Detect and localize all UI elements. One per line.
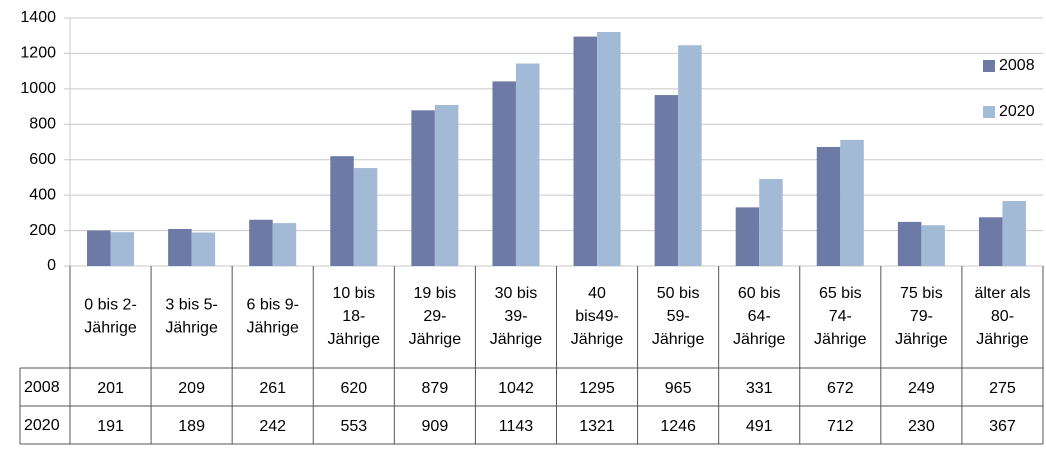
legend-swatch xyxy=(983,60,995,72)
bar xyxy=(191,232,216,266)
x-tick-label: 50 bis 59-Jährige xyxy=(652,285,705,348)
table-cell: 209 xyxy=(178,380,205,397)
table-cell: 712 xyxy=(827,418,854,435)
table-cell: 242 xyxy=(259,418,286,435)
y-tick-label: 1000 xyxy=(20,80,56,97)
bar xyxy=(678,45,702,266)
bar xyxy=(897,221,922,266)
bar xyxy=(249,219,273,266)
x-tick-label: 40 bis49-Jährige xyxy=(571,285,624,348)
table-cell: 1143 xyxy=(499,418,534,435)
bar xyxy=(515,63,540,267)
table-row-label: 2020 xyxy=(24,417,60,434)
x-tick-label: 3 bis 5-Jährige xyxy=(165,297,218,337)
table-cell: 331 xyxy=(746,380,773,397)
x-tick-label: 0 bis 2-Jährige xyxy=(84,297,137,337)
y-tick-label: 600 xyxy=(29,151,56,168)
table-cell: 201 xyxy=(97,380,124,397)
table-cell: 1042 xyxy=(498,380,534,397)
table-cell: 879 xyxy=(422,380,449,397)
y-tick-label: 400 xyxy=(29,186,56,203)
bar xyxy=(330,156,354,266)
y-tick-label: 1200 xyxy=(20,45,56,62)
table-cell: 909 xyxy=(422,418,449,435)
bar xyxy=(921,225,945,266)
bar xyxy=(735,207,760,266)
bar xyxy=(573,36,598,266)
y-tick-label: 0 xyxy=(47,257,56,274)
table-cell: 275 xyxy=(989,380,1016,397)
table-cell: 553 xyxy=(340,418,367,435)
x-tick-label: älter als 80-Jährige xyxy=(974,285,1030,348)
table-cell: 1246 xyxy=(660,418,696,435)
bar xyxy=(492,81,516,266)
x-tick-label: 30 bis 39-Jährige xyxy=(490,285,543,348)
table-cell: 1321 xyxy=(579,418,615,435)
table-cell: 1295 xyxy=(579,380,615,397)
table-cell: 620 xyxy=(340,380,367,397)
table-cell: 672 xyxy=(827,380,854,397)
x-tick-label: 10 bis 18-Jährige xyxy=(328,285,381,348)
legend-swatch xyxy=(983,106,995,118)
x-tick-label: 6 bis 9-Jährige xyxy=(246,297,299,337)
table-cell: 249 xyxy=(908,380,935,397)
bar xyxy=(1002,200,1026,266)
y-tick-label: 1400 xyxy=(20,9,56,26)
bar xyxy=(353,168,378,266)
bar xyxy=(110,232,135,266)
table-cell: 191 xyxy=(97,418,124,435)
bar xyxy=(840,139,864,266)
table-cell: 367 xyxy=(989,418,1016,435)
bar xyxy=(411,110,435,266)
legend-label: 2020 xyxy=(999,103,1035,120)
y-tick-label: 200 xyxy=(29,222,56,239)
table-cell: 491 xyxy=(746,418,773,435)
bar xyxy=(978,217,1003,266)
table-row-label: 2008 xyxy=(24,379,60,396)
x-tick-label: 60 bis 64-Jährige xyxy=(733,285,786,348)
bar xyxy=(816,146,841,266)
table-cell: 189 xyxy=(178,418,205,435)
bar xyxy=(759,179,783,266)
bar xyxy=(272,223,297,266)
x-tick-label: 75 bis 79-Jährige xyxy=(895,285,948,348)
bar xyxy=(654,95,679,266)
table-cell: 230 xyxy=(908,418,935,435)
y-tick-label: 800 xyxy=(29,116,56,133)
legend-label: 2008 xyxy=(999,57,1035,74)
x-tick-label: 19 bis 29-Jährige xyxy=(409,285,462,348)
table-cell: 965 xyxy=(665,380,692,397)
x-tick-label: 65 bis 74-Jährige xyxy=(814,285,867,348)
bar xyxy=(168,228,192,266)
bar xyxy=(434,104,459,266)
bar xyxy=(87,230,111,266)
table-cell: 261 xyxy=(259,380,286,397)
bar xyxy=(597,31,621,266)
